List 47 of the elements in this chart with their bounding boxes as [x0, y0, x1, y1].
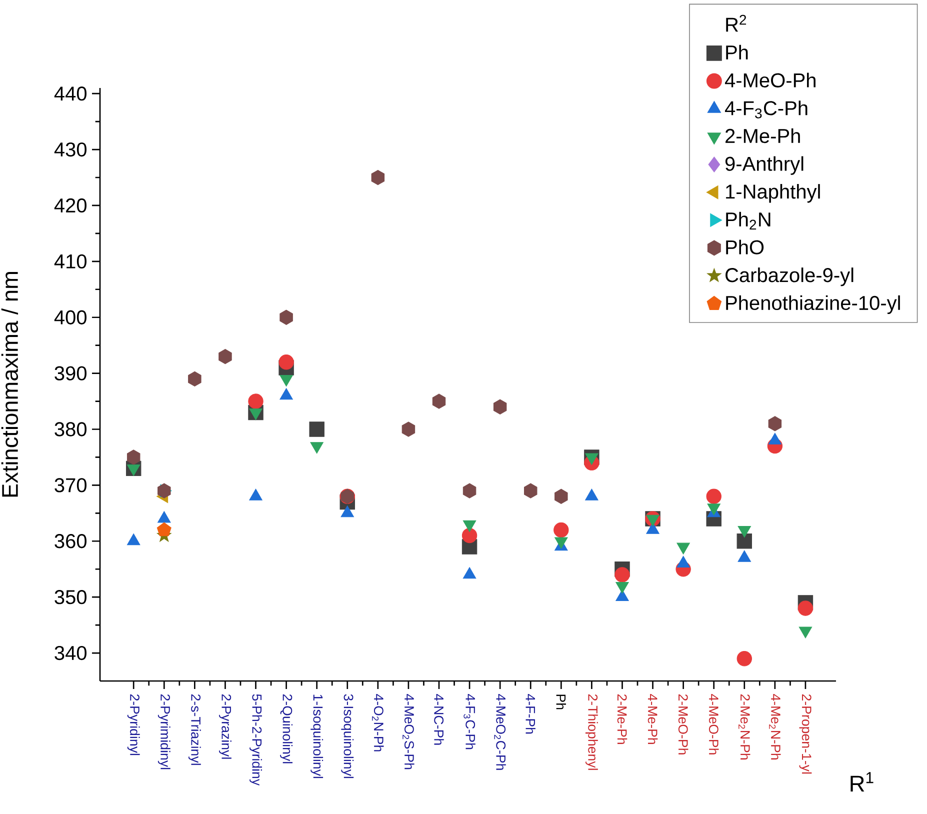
y-tick-label: 410: [54, 254, 86, 268]
legend-label: Ph: [726, 44, 748, 60]
x-tick-label: 1-Isoquinolinyl: [310, 694, 324, 778]
x-axis-title: R$^{1}$: [850, 772, 874, 792]
x-tick-label: 4-O$_{2}$N-Ph: [372, 694, 384, 752]
legend-title: R$^{2}$: [726, 14, 746, 32]
x-tick-label: 2-Me-Ph: [617, 694, 628, 744]
y-tick-label: 420: [54, 198, 86, 213]
legend-label: 4-MeO-Ph: [724, 72, 816, 88]
x-tick-label: 2-Quinolinyl: [280, 694, 293, 764]
x-tick-label: 4-Me$_{2}$N-Ph: [769, 694, 781, 760]
x-tick-label: 4-F-Ph: [526, 694, 536, 734]
x-tick-label: 4-Me-Ph: [648, 694, 658, 744]
y-tick-label: 430: [54, 142, 86, 157]
legend-label: 4-F$_{3}$C-Ph: [724, 100, 808, 118]
y-axis-title: Extinctionmaxima / nm: [1, 272, 18, 497]
y-tick-label: 340: [54, 646, 86, 660]
x-tick-label: 2-MeO-Ph: [678, 694, 688, 754]
legend-label: Phenothiazine-10-yl: [726, 295, 900, 314]
x-tick-label: Ph: [556, 694, 566, 710]
y-tick-label: 390: [54, 366, 86, 380]
x-tick-label: 2-s-Triazinyl: [188, 694, 201, 765]
legend-label: 1-Naphthyl: [726, 184, 820, 203]
x-tick-label: 4-MeO-Ph: [708, 694, 719, 754]
y-tick-label: 400: [54, 310, 86, 324]
y-tick-label: 380: [54, 422, 86, 436]
legend-label: 2-Me-Ph: [726, 128, 800, 144]
legend-label: Carbazole-9-yl: [726, 268, 854, 286]
y-tick-label: 350: [54, 590, 86, 604]
x-tick-label: 2-Pyrazinyl: [219, 694, 232, 759]
y-tick-label: 370: [54, 478, 86, 492]
x-tick-label: 4-F$_{3}$C-Ph: [464, 694, 476, 750]
x-tick-label: 2-Propen-1-yl: [799, 694, 812, 774]
legend-label: PhO: [726, 240, 764, 254]
x-tick-label: 2-Pyridinyl: [127, 694, 140, 756]
x-tick-label: 3-Isoquinolinyl: [341, 694, 354, 778]
y-tick-label: 440: [54, 86, 86, 101]
x-tick-label: 5-Ph-2-Pyridiny: [250, 694, 262, 786]
y-tick-label: 360: [54, 534, 86, 548]
legend-label: 9-Anthryl: [725, 156, 804, 175]
legend-label: Ph$_{2}$N: [726, 212, 770, 230]
x-tick-label: 2-Thiophenyl: [585, 694, 598, 770]
x-tick-label: 4-NC-Ph: [434, 694, 444, 745]
x-tick-label: 2-Pyrimidinyl: [158, 694, 170, 770]
x-tick-label: 4-MeO$_{2}$S-Ph: [402, 694, 414, 770]
x-tick-label: 4-MeO$_{2}$C-Ph: [494, 694, 506, 770]
x-tick-label: 2-Me$_{2}$N-Ph: [738, 694, 750, 760]
